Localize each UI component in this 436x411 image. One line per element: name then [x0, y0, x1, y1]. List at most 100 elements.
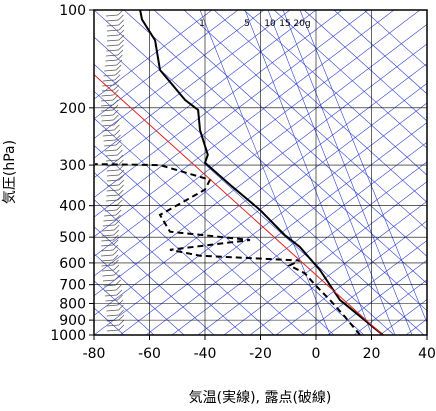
- mixing-ratio-line: [244, 10, 373, 335]
- adiabat: [213, 10, 427, 203]
- barb-flag: [117, 154, 124, 161]
- barb-staff: [101, 119, 114, 122]
- barb-flag: [117, 149, 123, 156]
- adiabat: [94, 63, 395, 335]
- adiabat: [303, 10, 427, 122]
- barb-flag: [113, 259, 119, 266]
- barb-staff: [101, 124, 114, 127]
- barb-staff: [102, 134, 115, 137]
- x-tick-label: -20: [249, 346, 272, 362]
- barb-staff: [106, 44, 119, 47]
- barb-flag: [113, 84, 120, 91]
- barb-staff: [101, 244, 114, 247]
- adiabat: [333, 10, 427, 95]
- barb-flag: [118, 29, 125, 36]
- barb-flag: [118, 189, 124, 196]
- isotherm: [223, 181, 427, 335]
- barb-flag: [113, 229, 120, 236]
- barb-flag: [113, 264, 120, 271]
- x-tick-label: 40: [418, 346, 436, 362]
- barb-flag: [112, 239, 119, 246]
- barb-staff: [102, 224, 115, 227]
- barb-staff: [104, 294, 117, 297]
- barb-staff: [106, 314, 119, 317]
- barb-flag: [116, 59, 123, 66]
- mixing-ratio-line: [299, 10, 427, 324]
- adiabat: [183, 10, 427, 230]
- barb-staff: [103, 284, 116, 287]
- x-tick-label: 0: [312, 346, 321, 362]
- y-tick-label: 100: [59, 3, 86, 19]
- barb-staff: [104, 149, 117, 152]
- barb-staff: [106, 19, 119, 22]
- mixing-ratio-label: 10: [264, 19, 276, 29]
- barb-flag: [118, 39, 124, 46]
- barb-staff: [105, 54, 118, 57]
- profiles: [94, 10, 384, 335]
- barb-staff: [106, 24, 119, 27]
- barb-flag: [114, 74, 121, 81]
- barb-staff: [103, 219, 116, 222]
- barb-flag: [118, 184, 124, 191]
- barb-flag: [118, 179, 125, 186]
- barb-flag: [118, 19, 124, 26]
- barb-flag: [118, 304, 124, 311]
- barb-staff: [104, 289, 117, 292]
- isotherm: [94, 10, 265, 139]
- barb-flag: [117, 294, 123, 301]
- isotherm: [94, 63, 427, 316]
- barb-flag: [114, 129, 121, 136]
- y-axis-label: 気圧(hPa): [2, 140, 18, 204]
- isotherm: [249, 200, 427, 335]
- barb-flag: [117, 199, 123, 206]
- barb-flag: [118, 319, 125, 326]
- barb-staff: [102, 274, 115, 277]
- barb-staff: [106, 189, 119, 192]
- adiabat: [243, 10, 427, 176]
- isotherm: [94, 10, 291, 159]
- barb-flag: [117, 54, 123, 61]
- barb-staff: [102, 84, 115, 87]
- barb-staff: [104, 209, 117, 212]
- grid: [89, 9, 428, 340]
- barb-flag: [118, 14, 124, 21]
- barb-flag: [115, 214, 121, 221]
- barb-staff: [101, 259, 114, 262]
- barb-staff: [102, 79, 115, 82]
- wind-barbs: [100, 9, 125, 332]
- barb-flag: [114, 79, 120, 86]
- barb-flag: [117, 299, 124, 306]
- barb-staff: [106, 329, 119, 332]
- y-tick-label: 700: [59, 278, 86, 294]
- barb-staff: [100, 109, 114, 112]
- barb-flag: [118, 169, 125, 176]
- mixing-ratio-label: 15: [279, 19, 290, 29]
- barb-staff: [105, 159, 119, 162]
- isotherm: [353, 279, 427, 335]
- barb-staff: [104, 144, 117, 147]
- mixing-ratio-line: [199, 10, 331, 335]
- isotherm: [94, 82, 427, 335]
- barb-flag: [115, 69, 121, 76]
- barb-staff: [106, 179, 120, 182]
- adiabat: [94, 226, 215, 335]
- y-tick-label: 300: [59, 158, 86, 174]
- barb-staff: [101, 234, 114, 237]
- adiabat: [94, 36, 425, 335]
- barb-staff: [101, 114, 114, 117]
- barb-flag: [116, 284, 122, 291]
- barb-flag: [118, 174, 125, 181]
- mixing-ratio-line: [267, 10, 396, 335]
- barb-staff: [100, 104, 114, 107]
- barb-staff: [105, 14, 118, 17]
- profile-line: [95, 163, 361, 335]
- isotherm: [275, 220, 427, 335]
- isotherm: [94, 10, 395, 238]
- barb-flag: [117, 9, 124, 16]
- mixing-ratio-line: [282, 10, 413, 335]
- barb-flag: [114, 219, 121, 226]
- isotherm: [94, 10, 369, 218]
- barb-flag: [112, 254, 119, 261]
- barb-flag: [115, 139, 122, 146]
